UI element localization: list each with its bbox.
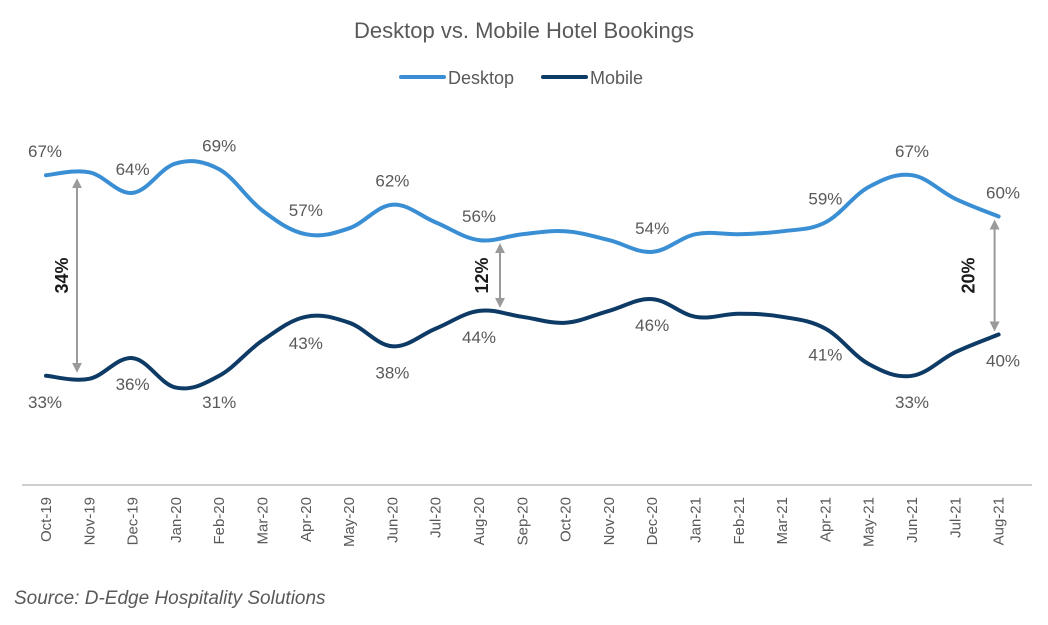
- x-tick-label: Oct-19: [38, 497, 55, 542]
- x-tick-label: Jan-21: [688, 497, 705, 543]
- data-label-mobile: 44%: [462, 328, 496, 347]
- x-tick-label: Apr-20: [298, 497, 315, 542]
- data-label-mobile: 31%: [202, 393, 236, 412]
- series-line-desktop: [44, 159, 1001, 254]
- data-label-mobile: 38%: [375, 363, 409, 382]
- series-lines: [44, 159, 1001, 391]
- source-note: Source: D-Edge Hospitality Solutions: [14, 588, 326, 609]
- legend-label-mobile: Mobile: [590, 68, 643, 88]
- x-tick-label: Nov-20: [601, 497, 618, 545]
- gap-label: 20%: [959, 257, 979, 293]
- x-tick-label: Jan-20: [168, 497, 185, 543]
- legend: Desktop Mobile: [399, 68, 643, 88]
- x-tick-label: Jun-21: [904, 497, 921, 543]
- data-label-desktop: 60%: [986, 184, 1020, 203]
- x-tick-label: Oct-20: [558, 497, 575, 542]
- x-tick-label: Mar-20: [255, 497, 272, 545]
- data-label-mobile: 46%: [635, 316, 669, 335]
- data-label-desktop: 62%: [375, 172, 409, 191]
- x-tick-label: Sep-20: [514, 497, 531, 545]
- gap-label: 12%: [472, 257, 492, 293]
- data-label-mobile: 33%: [895, 393, 929, 412]
- gap-label: 34%: [52, 257, 72, 293]
- data-label-mobile: 40%: [986, 352, 1020, 371]
- x-tick-label: Jul-21: [947, 497, 964, 538]
- x-tick-label: Feb-20: [211, 497, 228, 545]
- x-tick-label: Apr-21: [817, 497, 834, 542]
- x-tick-label: Dec-20: [644, 497, 661, 545]
- data-labels: 67% 64% 69% 57% 62% 56% 54% 59% 67% 60% 33% 36% 31% 4…: [28, 136, 1020, 412]
- x-tick-label: Jul-20: [428, 497, 445, 538]
- x-axis-ticks: Oct-19 Nov-19 Dec-19 Jan-20 Feb-20 Mar-20 Apr-…: [38, 497, 1008, 547]
- x-tick-label: Jun-20: [384, 497, 401, 543]
- data-label-desktop: 67%: [895, 142, 929, 161]
- data-label-mobile: 43%: [289, 334, 323, 353]
- data-label-mobile: 41%: [808, 346, 842, 365]
- x-tick-label: Feb-21: [731, 497, 748, 545]
- x-tick-label: Aug-21: [991, 497, 1008, 545]
- x-tick-label: Aug-20: [471, 497, 488, 545]
- legend-label-desktop: Desktop: [448, 68, 514, 88]
- series-line-mobile: [44, 297, 1001, 391]
- chart-title: Desktop vs. Mobile Hotel Bookings: [354, 18, 694, 43]
- data-label-desktop: 59%: [808, 189, 842, 208]
- data-label-desktop: 64%: [116, 160, 150, 179]
- data-label-mobile: 36%: [116, 375, 150, 394]
- x-tick-label: Nov-19: [81, 497, 98, 545]
- x-tick-label: Dec-19: [125, 497, 142, 545]
- gap-annotations: 34% 12% 20%: [52, 178, 1000, 373]
- x-tick-label: May-20: [341, 497, 358, 547]
- data-label-desktop: 69%: [202, 136, 236, 155]
- data-label-desktop: 54%: [635, 219, 669, 238]
- x-tick-label: May-21: [861, 497, 878, 547]
- data-label-desktop: 56%: [462, 207, 496, 226]
- x-tick-label: Mar-21: [774, 497, 791, 545]
- data-label-mobile: 33%: [28, 393, 62, 412]
- data-label-desktop: 57%: [289, 201, 323, 220]
- data-label-desktop: 67%: [28, 142, 62, 161]
